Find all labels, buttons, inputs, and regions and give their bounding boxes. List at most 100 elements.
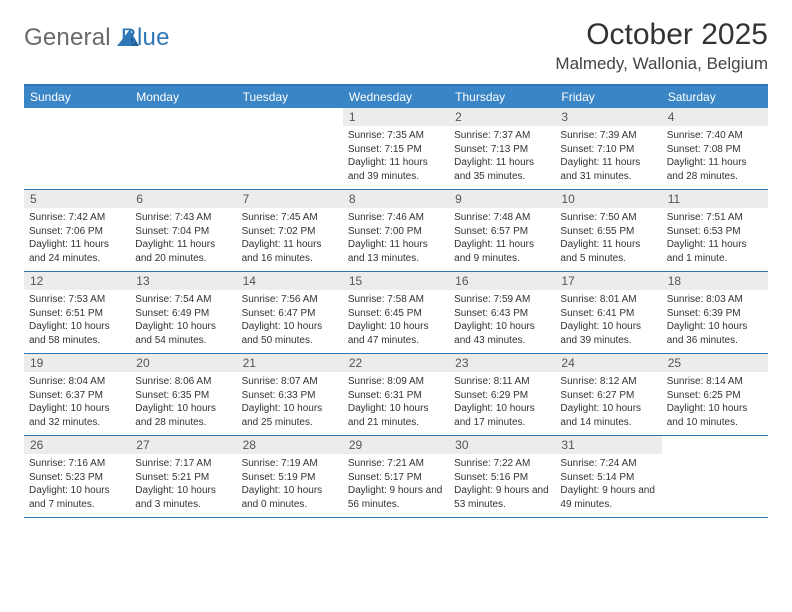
day-body: Sunrise: 7:59 AMSunset: 6:43 PMDaylight:… [449, 290, 555, 353]
daylight-text: Daylight: 11 hours and 28 minutes. [667, 156, 763, 183]
day-number: 27 [130, 436, 236, 454]
brand-part1: General [24, 24, 111, 52]
title-block: October 2025 Malmedy, Wallonia, Belgium [555, 18, 768, 74]
sunset-text: Sunset: 7:02 PM [242, 225, 338, 239]
weekday-header: Sunday [24, 86, 130, 108]
daylight-text: Daylight: 9 hours and 49 minutes. [560, 484, 656, 511]
daylight-text: Daylight: 11 hours and 9 minutes. [454, 238, 550, 265]
day-number: 20 [130, 354, 236, 372]
day-number: 22 [343, 354, 449, 372]
day-cell: 13Sunrise: 7:54 AMSunset: 6:49 PMDayligh… [130, 272, 236, 353]
sunrise-text: Sunrise: 7:22 AM [454, 457, 550, 471]
sunrise-text: Sunrise: 8:04 AM [29, 375, 125, 389]
day-number: 30 [449, 436, 555, 454]
day-cell: . [24, 108, 130, 189]
daylight-text: Daylight: 11 hours and 24 minutes. [29, 238, 125, 265]
day-body: Sunrise: 8:04 AMSunset: 6:37 PMDaylight:… [24, 372, 130, 435]
daylight-text: Daylight: 10 hours and 10 minutes. [667, 402, 763, 429]
day-body [662, 454, 768, 463]
sunrise-text: Sunrise: 8:09 AM [348, 375, 444, 389]
day-cell: 21Sunrise: 8:07 AMSunset: 6:33 PMDayligh… [237, 354, 343, 435]
daylight-text: Daylight: 10 hours and 7 minutes. [29, 484, 125, 511]
weekday-header: Friday [555, 86, 661, 108]
sunrise-text: Sunrise: 7:51 AM [667, 211, 763, 225]
daylight-text: Daylight: 11 hours and 35 minutes. [454, 156, 550, 183]
sunrise-text: Sunrise: 7:48 AM [454, 211, 550, 225]
sunrise-text: Sunrise: 7:35 AM [348, 129, 444, 143]
daylight-text: Daylight: 10 hours and 32 minutes. [29, 402, 125, 429]
day-cell: 3Sunrise: 7:39 AMSunset: 7:10 PMDaylight… [555, 108, 661, 189]
day-body: Sunrise: 7:37 AMSunset: 7:13 PMDaylight:… [449, 126, 555, 189]
day-cell: 31Sunrise: 7:24 AMSunset: 5:14 PMDayligh… [555, 436, 661, 517]
day-body: Sunrise: 7:46 AMSunset: 7:00 PMDaylight:… [343, 208, 449, 271]
sunset-text: Sunset: 5:23 PM [29, 471, 125, 485]
day-number: 1 [343, 108, 449, 126]
day-body: Sunrise: 7:51 AMSunset: 6:53 PMDaylight:… [662, 208, 768, 271]
day-body [130, 126, 236, 135]
sunset-text: Sunset: 7:15 PM [348, 143, 444, 157]
day-body: Sunrise: 7:43 AMSunset: 7:04 PMDaylight:… [130, 208, 236, 271]
daylight-text: Daylight: 11 hours and 1 minute. [667, 238, 763, 265]
daylight-text: Daylight: 11 hours and 31 minutes. [560, 156, 656, 183]
day-number: 21 [237, 354, 343, 372]
day-cell: 11Sunrise: 7:51 AMSunset: 6:53 PMDayligh… [662, 190, 768, 271]
day-number: 4 [662, 108, 768, 126]
day-cell: 22Sunrise: 8:09 AMSunset: 6:31 PMDayligh… [343, 354, 449, 435]
day-number: 31 [555, 436, 661, 454]
day-number: 23 [449, 354, 555, 372]
day-cell: 25Sunrise: 8:14 AMSunset: 6:25 PMDayligh… [662, 354, 768, 435]
sunset-text: Sunset: 6:45 PM [348, 307, 444, 321]
day-number: 9 [449, 190, 555, 208]
sunrise-text: Sunrise: 8:14 AM [667, 375, 763, 389]
day-number: 25 [662, 354, 768, 372]
month-title: October 2025 [555, 18, 768, 52]
daylight-text: Daylight: 11 hours and 16 minutes. [242, 238, 338, 265]
day-number: 11 [662, 190, 768, 208]
weekday-header: Saturday [662, 86, 768, 108]
sunset-text: Sunset: 7:08 PM [667, 143, 763, 157]
day-cell: 30Sunrise: 7:22 AMSunset: 5:16 PMDayligh… [449, 436, 555, 517]
day-cell: 9Sunrise: 7:48 AMSunset: 6:57 PMDaylight… [449, 190, 555, 271]
sunset-text: Sunset: 7:00 PM [348, 225, 444, 239]
sunrise-text: Sunrise: 7:40 AM [667, 129, 763, 143]
sunrise-text: Sunrise: 8:12 AM [560, 375, 656, 389]
day-number: 10 [555, 190, 661, 208]
sunset-text: Sunset: 6:35 PM [135, 389, 231, 403]
day-cell: 2Sunrise: 7:37 AMSunset: 7:13 PMDaylight… [449, 108, 555, 189]
weekday-header: Monday [130, 86, 236, 108]
daylight-text: Daylight: 10 hours and 25 minutes. [242, 402, 338, 429]
daylight-text: Daylight: 9 hours and 56 minutes. [348, 484, 444, 511]
day-cell: 27Sunrise: 7:17 AMSunset: 5:21 PMDayligh… [130, 436, 236, 517]
day-cell: 15Sunrise: 7:58 AMSunset: 6:45 PMDayligh… [343, 272, 449, 353]
day-body: Sunrise: 7:22 AMSunset: 5:16 PMDaylight:… [449, 454, 555, 517]
day-cell: 12Sunrise: 7:53 AMSunset: 6:51 PMDayligh… [24, 272, 130, 353]
daylight-text: Daylight: 11 hours and 20 minutes. [135, 238, 231, 265]
sunset-text: Sunset: 6:31 PM [348, 389, 444, 403]
daylight-text: Daylight: 10 hours and 39 minutes. [560, 320, 656, 347]
sunrise-text: Sunrise: 8:03 AM [667, 293, 763, 307]
day-body: Sunrise: 8:14 AMSunset: 6:25 PMDaylight:… [662, 372, 768, 435]
daylight-text: Daylight: 10 hours and 54 minutes. [135, 320, 231, 347]
day-cell: 4 Sunrise: 7:40 AMSunset: 7:08 PMDaylight… [662, 108, 768, 189]
day-body: Sunrise: 7:24 AMSunset: 5:14 PMDaylight:… [555, 454, 661, 517]
sunrise-text: Sunrise: 7:42 AM [29, 211, 125, 225]
sunrise-text: Sunrise: 7:16 AM [29, 457, 125, 471]
brand-logo: General Blue [24, 18, 170, 52]
day-number: 12 [24, 272, 130, 290]
day-body: Sunrise: 7:16 AMSunset: 5:23 PMDaylight:… [24, 454, 130, 517]
day-cell: 14Sunrise: 7:56 AMSunset: 6:47 PMDayligh… [237, 272, 343, 353]
week-row: 26Sunrise: 7:16 AMSunset: 5:23 PMDayligh… [24, 436, 768, 518]
sunrise-text: Sunrise: 8:11 AM [454, 375, 550, 389]
week-row: 5Sunrise: 7:42 AMSunset: 7:06 PMDaylight… [24, 190, 768, 272]
day-cell: . [662, 436, 768, 517]
sunset-text: Sunset: 7:06 PM [29, 225, 125, 239]
day-number: 24 [555, 354, 661, 372]
day-body: Sunrise: 8:06 AMSunset: 6:35 PMDaylight:… [130, 372, 236, 435]
sunset-text: Sunset: 6:29 PM [454, 389, 550, 403]
day-body: Sunrise: 7:42 AMSunset: 7:06 PMDaylight:… [24, 208, 130, 271]
sunset-text: Sunset: 6:51 PM [29, 307, 125, 321]
day-number: 3 [555, 108, 661, 126]
day-body: Sunrise: 7:19 AMSunset: 5:19 PMDaylight:… [237, 454, 343, 517]
day-cell: 24Sunrise: 8:12 AMSunset: 6:27 PMDayligh… [555, 354, 661, 435]
sunset-text: Sunset: 6:43 PM [454, 307, 550, 321]
